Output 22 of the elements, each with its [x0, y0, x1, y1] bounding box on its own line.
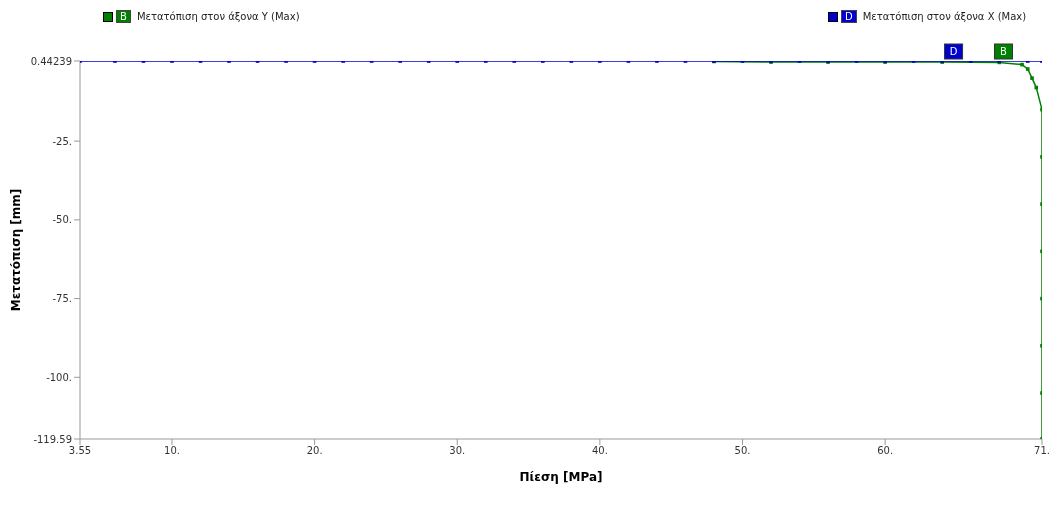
x-axis-title: Πίεση [MPa]	[519, 470, 603, 484]
text: B	[120, 11, 127, 22]
x-tick-label: 3.55	[68, 445, 92, 457]
annotation: D	[949, 46, 958, 57]
x-tick-label: 30.	[449, 445, 466, 457]
legend-label: Μετατόπιση στον άξονα X (Max)	[862, 11, 1027, 22]
y-axis-title: Μετατόπιση [mm]	[9, 188, 24, 312]
x-tick-label: 20.	[306, 445, 323, 457]
x-tick-label: 40.	[591, 445, 608, 457]
annotation: B	[1000, 46, 1008, 57]
y-tick-label: 0.44239	[30, 55, 72, 67]
text: D	[845, 11, 853, 22]
y-tick-label: -75.	[52, 293, 72, 305]
x-tick-label: 10.	[164, 445, 180, 457]
y-tick-label: -50.	[52, 214, 72, 226]
y-tick-label: -100.	[46, 371, 72, 383]
x-tick-label: 60.	[877, 445, 894, 457]
y-tick-label: -119.59	[33, 433, 72, 445]
x-tick-label: 50.	[734, 445, 751, 457]
x-tick-label: 71.	[1034, 445, 1050, 457]
legend-label: Μετατόπιση στον άξονα Y (Max)	[136, 11, 300, 22]
y-tick-label: -25.	[52, 135, 72, 147]
